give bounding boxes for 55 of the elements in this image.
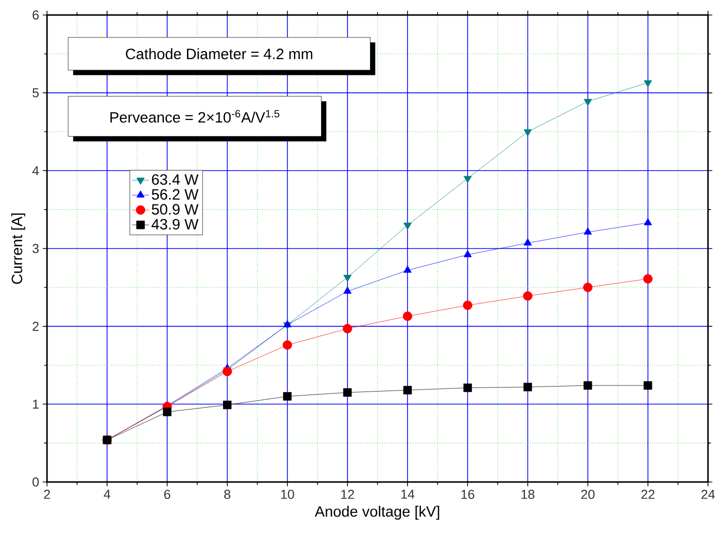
point [464, 176, 472, 184]
y-tick-label: 1 [33, 400, 39, 409]
y-tick-label: 4 [32, 166, 39, 176]
point [644, 80, 652, 88]
point [462, 300, 472, 310]
point [464, 250, 472, 258]
x-tick-label: 10 [281, 490, 294, 499]
legend-label: 43.9 W [152, 218, 198, 230]
x-tick-label: 4 [104, 490, 110, 499]
x-tick-label: 16 [461, 490, 474, 499]
x-tick-label: 14 [401, 490, 414, 499]
annotation: Cathode Diameter = 4.2 mm [126, 48, 312, 60]
point [223, 400, 232, 410]
point [403, 386, 412, 394]
legend-label: 63.4 W [152, 174, 198, 185]
x-tick-label: 12 [341, 490, 354, 499]
point [524, 129, 532, 136]
y-tick-label: 0 [32, 477, 39, 487]
point [283, 392, 292, 401]
point [524, 382, 532, 392]
point [524, 238, 532, 246]
point [343, 388, 352, 397]
x-tick-label: 22 [641, 490, 654, 499]
point [584, 98, 592, 106]
x-tick-label: 2 [44, 490, 50, 499]
point [584, 227, 592, 235]
point [403, 266, 412, 273]
point [343, 286, 352, 294]
annotation: Perveance = 2×10$^{-6}$A/V$^{1.5}$ [110, 110, 280, 123]
x-tick-label: 6 [164, 490, 170, 499]
legend-label: 50.9 W [152, 204, 198, 215]
point [342, 324, 352, 334]
legend-label: 56.2 W [152, 189, 198, 200]
x-tick-label: 24 [701, 490, 715, 499]
point [643, 274, 653, 284]
y-tick-label: 5 [32, 88, 39, 98]
y-tick-label: 2 [32, 322, 39, 331]
y-tick-label: 6 [32, 10, 39, 20]
point [644, 218, 652, 226]
point [584, 381, 592, 390]
point [644, 381, 652, 390]
point [343, 274, 352, 282]
y-axis-title: Current [A] [11, 213, 26, 284]
point [282, 340, 292, 350]
x-tick-label: 20 [581, 490, 595, 499]
point [463, 384, 472, 392]
y-tick-label: 3 [32, 244, 39, 254]
x-tick-label: 18 [522, 490, 534, 499]
x-axis-title: Anode voltage [kV] [314, 506, 440, 520]
point [403, 222, 412, 230]
point [402, 312, 412, 321]
point [523, 291, 532, 301]
point [162, 408, 172, 416]
point [583, 282, 593, 292]
x-tick-label: 8 [224, 490, 230, 499]
